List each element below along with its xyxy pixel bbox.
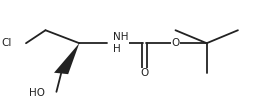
Text: HO: HO	[29, 88, 46, 98]
Polygon shape	[54, 43, 79, 74]
Text: NH
H: NH H	[113, 32, 129, 54]
Text: Cl: Cl	[1, 38, 12, 48]
Text: O: O	[140, 68, 148, 78]
Text: O: O	[171, 38, 180, 48]
